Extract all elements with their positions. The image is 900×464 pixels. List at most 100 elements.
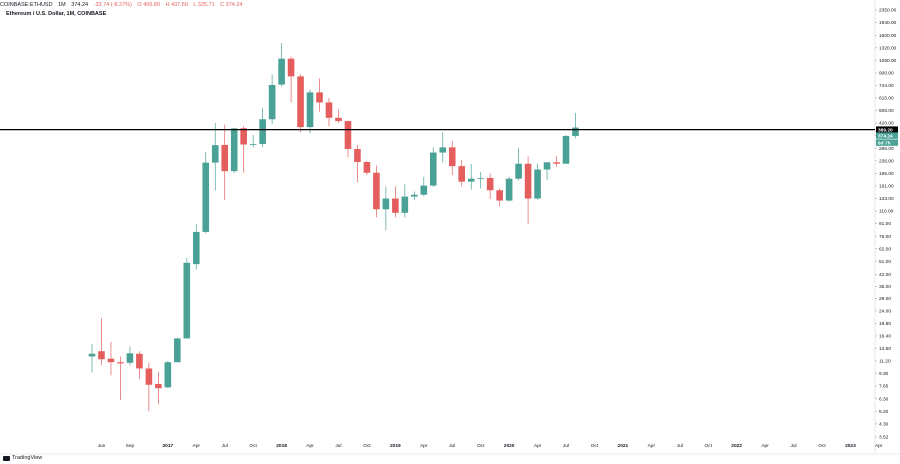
x-tick-label: 2020 <box>504 443 515 449</box>
candle[interactable] <box>562 135 570 164</box>
candle-body <box>221 144 229 172</box>
x-tick-label: Apr <box>761 443 769 449</box>
x-tick-label: 2019 <box>390 443 401 449</box>
candle[interactable] <box>268 74 276 125</box>
candle[interactable] <box>221 124 229 201</box>
symbol-name[interactable]: COINBASE:ETHUSD <box>0 2 53 8</box>
candle[interactable] <box>306 89 314 134</box>
y-tick-label: 2350.00 <box>879 8 897 14</box>
candle-body <box>98 351 105 360</box>
y-tick-label: 29.00 <box>879 296 891 302</box>
candle[interactable] <box>373 165 380 218</box>
candle[interactable] <box>439 132 447 163</box>
candle-body <box>382 198 390 210</box>
candle[interactable] <box>316 78 323 112</box>
close-value: C 374.24 <box>220 2 243 8</box>
candle[interactable] <box>192 224 200 270</box>
x-tick-label: Oct <box>477 443 485 449</box>
candle[interactable] <box>145 362 153 412</box>
candle[interactable] <box>126 346 134 366</box>
candle[interactable] <box>240 126 247 173</box>
y-tick-label: 133.00 <box>879 196 894 202</box>
candle[interactable] <box>259 107 266 148</box>
y-tick-label: 1090.00 <box>879 58 897 64</box>
candle[interactable] <box>136 351 143 380</box>
candle[interactable] <box>467 164 475 190</box>
candle-body <box>174 338 181 363</box>
candle[interactable] <box>553 155 560 167</box>
y-tick-label: 195.00 <box>879 171 894 177</box>
candle[interactable] <box>382 186 390 231</box>
candle[interactable] <box>287 56 295 103</box>
candle[interactable] <box>429 147 437 187</box>
y-tick-label: 42.00 <box>879 272 891 278</box>
x-tick-label: Jul <box>222 443 228 449</box>
tradingview-logo[interactable]: TradingView <box>3 455 42 461</box>
candle[interactable] <box>477 172 484 189</box>
y-tick-label: 6.30 <box>879 396 889 402</box>
candle[interactable] <box>230 127 238 174</box>
candle[interactable] <box>278 43 285 87</box>
candle[interactable] <box>325 98 333 127</box>
candle-body <box>363 162 371 173</box>
candle[interactable] <box>98 318 105 366</box>
candle-body <box>316 92 323 103</box>
candle[interactable] <box>363 161 371 176</box>
candle[interactable] <box>420 176 428 197</box>
candle[interactable] <box>117 356 124 400</box>
candle[interactable] <box>448 140 456 176</box>
candle[interactable] <box>335 109 342 124</box>
candle-body <box>126 353 134 363</box>
candle[interactable] <box>249 135 257 148</box>
candle-body <box>572 127 579 136</box>
candle[interactable] <box>297 74 304 133</box>
x-tick-label: 2017 <box>163 443 174 449</box>
candle-body <box>467 178 475 182</box>
x-tick-label: 2021 <box>618 443 629 449</box>
candle[interactable] <box>354 145 361 183</box>
candle-body <box>429 152 437 186</box>
y-tick-label: 7.65 <box>879 384 889 390</box>
candle-body <box>306 92 314 128</box>
candle[interactable] <box>183 257 191 339</box>
countdown-tag-bg <box>876 139 898 146</box>
candle[interactable] <box>458 159 466 187</box>
candle[interactable] <box>486 173 494 200</box>
high-value: H 437.50 <box>165 2 188 8</box>
candle[interactable] <box>155 371 162 405</box>
candle-body <box>477 177 484 179</box>
candle[interactable] <box>496 188 503 207</box>
candle-body <box>155 383 162 389</box>
candle-body <box>458 166 466 182</box>
candle-body <box>420 185 428 195</box>
candle[interactable] <box>344 120 352 158</box>
candle[interactable] <box>174 337 181 363</box>
candle[interactable] <box>164 361 172 389</box>
x-tick-label: Apr <box>648 443 656 449</box>
candle[interactable] <box>401 184 409 218</box>
symbol-header: COINBASE:ETHUSD 1M 374.24 -33.74 (-8.27%… <box>0 0 860 10</box>
x-tick-label: Jul <box>335 443 341 449</box>
candle[interactable] <box>411 191 418 201</box>
candle[interactable] <box>534 163 541 201</box>
y-tick-label: 9.30 <box>879 371 889 377</box>
candle[interactable] <box>107 341 115 376</box>
y-tick-label: 16.40 <box>879 334 891 340</box>
candle[interactable] <box>572 112 579 139</box>
x-tick-label: Jul <box>677 443 683 449</box>
candle[interactable] <box>202 152 210 234</box>
chart-subtitle: Ethereum / U.S. Dollar, 1M, COINBASE <box>6 11 107 17</box>
candle-body <box>496 190 503 201</box>
candle[interactable] <box>88 344 96 373</box>
candle[interactable] <box>515 147 522 181</box>
x-tick-label: 2022 <box>731 443 742 449</box>
y-tick-label: 420.00 <box>879 121 894 127</box>
candle[interactable] <box>543 162 551 181</box>
candle-body <box>230 128 238 172</box>
candle[interactable] <box>505 176 513 202</box>
interval-label[interactable]: 1M <box>58 2 66 8</box>
candle[interactable] <box>392 186 399 218</box>
candle[interactable] <box>211 123 219 191</box>
candle[interactable] <box>524 156 532 225</box>
